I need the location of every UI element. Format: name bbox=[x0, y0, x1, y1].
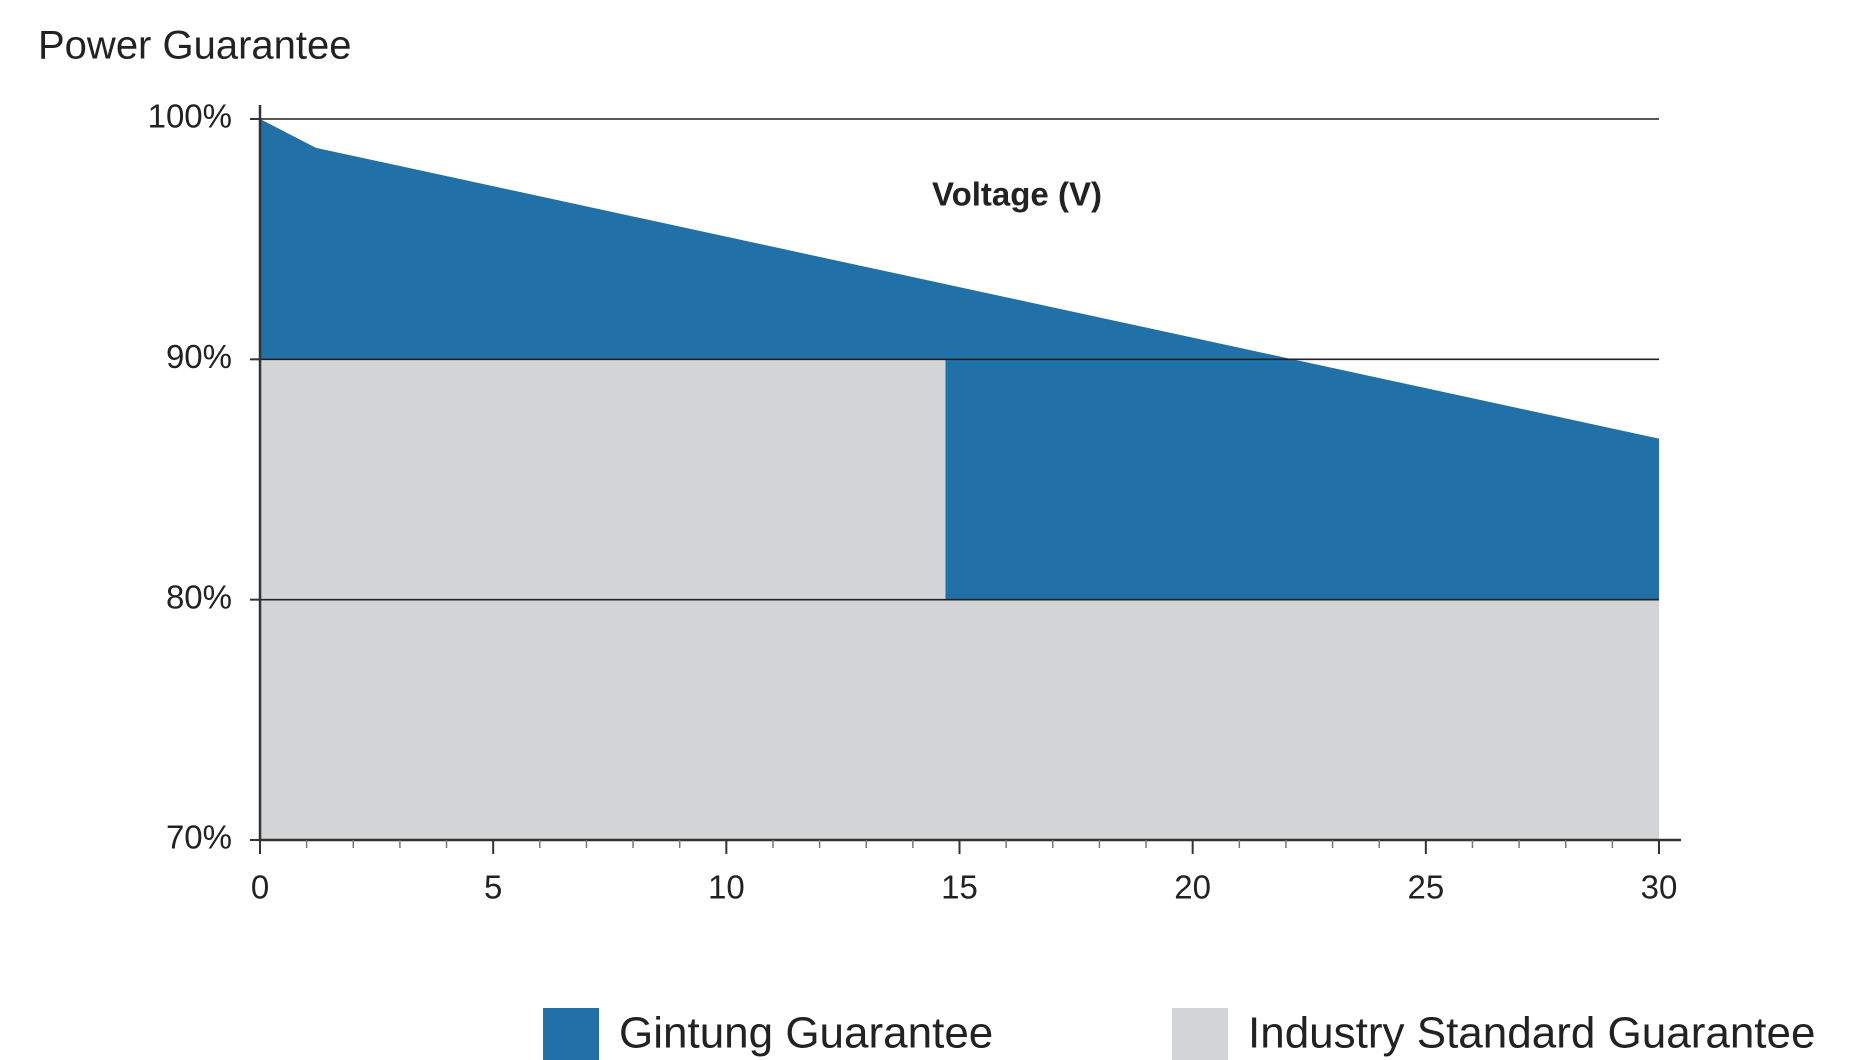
annotation: Voltage (V) bbox=[932, 176, 1102, 213]
x-tick-label: 5 bbox=[484, 869, 502, 906]
y-tick-label: 80% bbox=[166, 578, 232, 615]
y-tick-label: 100% bbox=[148, 98, 232, 135]
legend-label: Industry Standard Guarantee bbox=[1248, 1009, 1815, 1058]
chart-title: Power Guarantee bbox=[38, 24, 352, 68]
legend-swatch bbox=[1172, 1008, 1228, 1060]
legend-swatch bbox=[543, 1008, 599, 1060]
x-tick-label: 30 bbox=[1641, 869, 1678, 906]
x-tick-label: 15 bbox=[941, 869, 978, 906]
x-tick-label: 10 bbox=[708, 869, 745, 906]
x-tick-label: 25 bbox=[1407, 869, 1444, 906]
y-tick-label: 70% bbox=[166, 819, 232, 856]
y-tick-label: 90% bbox=[166, 338, 232, 375]
legend-label: Gintung Guarantee bbox=[619, 1009, 993, 1058]
x-tick-label: 0 bbox=[251, 869, 269, 906]
x-tick-label: 20 bbox=[1174, 869, 1211, 906]
